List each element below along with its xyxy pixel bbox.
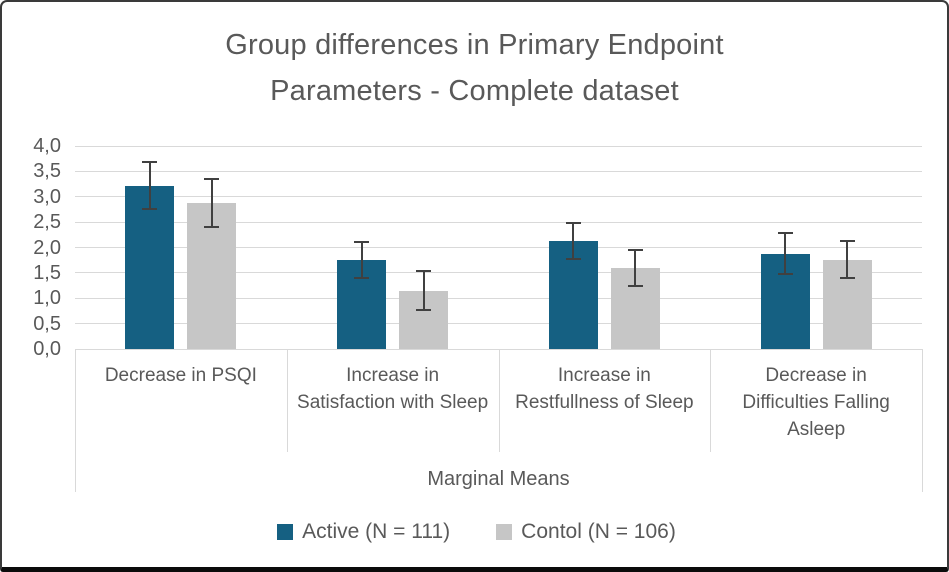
y-axis-tick-label: 1,0	[33, 287, 61, 310]
category-divider	[710, 349, 712, 452]
error-bar-line	[572, 222, 575, 260]
gridline	[75, 170, 922, 172]
legend-item-active: Active (N = 111)	[277, 521, 450, 543]
x-axis-title: Marginal Means	[427, 468, 570, 490]
legend-label: Contol (N = 106)	[521, 520, 676, 543]
error-bar-line	[634, 248, 637, 288]
error-bar-cap-top	[416, 270, 432, 273]
error-bar-cap-top	[354, 240, 370, 243]
error-bar-cap-bottom	[354, 277, 370, 280]
gridline	[75, 196, 922, 198]
error-bar-cap-top	[204, 177, 220, 180]
y-axis-tick-label: 3,5	[33, 160, 61, 183]
chart-title-line-2: Parameters - Complete dataset	[270, 75, 679, 107]
error-bar-cap-top	[565, 222, 581, 225]
error-bar-cap-top	[627, 248, 643, 251]
gridline	[75, 145, 922, 147]
y-axis-tick-label: 0,5	[33, 312, 61, 335]
legend: Active (N = 111) Contol (N = 106)	[2, 521, 947, 543]
error-bar-cap-bottom	[565, 257, 581, 260]
bar-active	[125, 185, 175, 349]
error-bar-line	[360, 240, 363, 280]
error-bar-cap-bottom	[839, 277, 855, 280]
category-label: Decrease in Difficulties Falling Asleep	[742, 365, 890, 440]
error-bar-line	[422, 270, 425, 311]
y-axis-tick-label: 0,0	[33, 338, 61, 360]
error-bar-line	[210, 177, 213, 228]
legend-swatch-icon	[496, 524, 513, 540]
legend-swatch-icon	[277, 524, 294, 540]
gridline	[75, 247, 922, 248]
y-axis-tick-label: 1,5	[33, 261, 61, 284]
category-label: Increase in Satisfaction with Sleep	[297, 365, 489, 413]
error-bar-cap-bottom	[416, 308, 432, 311]
category-label: Increase in Restfullness of Sleep	[515, 365, 694, 413]
error-bar-line	[846, 239, 849, 280]
label-area-right-border	[922, 349, 923, 492]
error-bar-cap-top	[142, 161, 158, 164]
category-divider	[286, 349, 288, 452]
error-bar-cap-bottom	[627, 285, 643, 288]
y-axis-tick-label: 3,0	[33, 185, 61, 208]
y-axis-tick-label: 4,0	[33, 135, 61, 157]
category-divider	[498, 349, 500, 452]
legend-label: Active (N = 111)	[302, 520, 451, 543]
gridline	[75, 272, 922, 274]
error-bar-cap-bottom	[142, 207, 158, 210]
error-bar-cap-top	[839, 239, 855, 242]
gridline	[75, 323, 922, 325]
legend-item-control: Contol (N = 106)	[496, 521, 676, 543]
chart-title-line-1: Group differences in Primary Endpoint	[225, 29, 724, 61]
y-axis-tick-label: 2,5	[33, 211, 61, 234]
error-bar-cap-bottom	[777, 272, 793, 275]
gridline	[75, 297, 922, 299]
label-area-left-border	[75, 349, 76, 492]
category-label: Decrease in PSQI	[104, 365, 257, 386]
gridline	[75, 221, 922, 223]
error-bar-line	[148, 161, 151, 210]
error-bar-cap-top	[777, 232, 793, 235]
chart-title: Group differences in Primary Endpoint Pa…	[2, 22, 947, 114]
error-bar-line	[784, 232, 787, 275]
error-bar-cap-bottom	[204, 225, 220, 228]
y-axis-tick-label: 2,0	[33, 236, 61, 259]
